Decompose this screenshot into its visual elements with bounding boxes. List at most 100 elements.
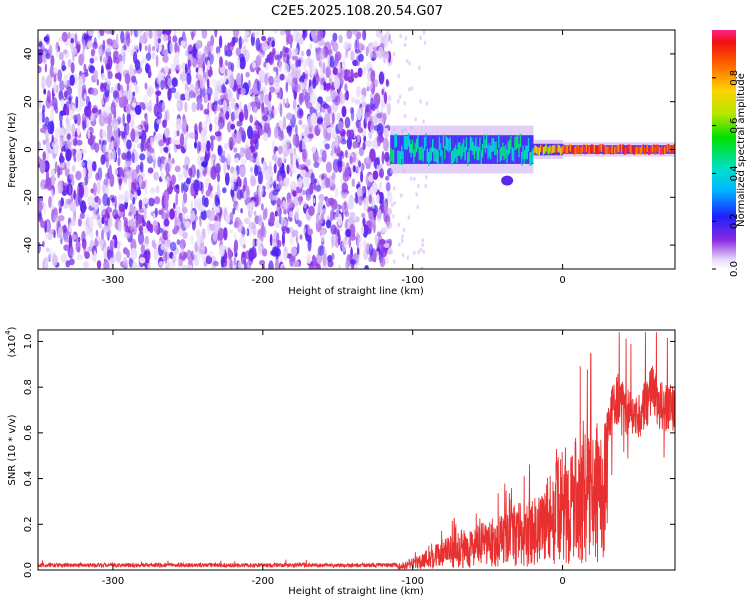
heatmap-cell [343,53,347,60]
heatmap-cell [371,139,378,148]
heatmap-cell [218,116,225,130]
heatmap-cell [533,147,535,155]
heatmap-cell [241,251,246,258]
heatmap-cell [337,213,343,226]
heatmap-cell [252,225,257,236]
heatmap-cell [76,139,83,146]
heatmap-cell [57,226,64,240]
heatmap-cell [622,144,624,152]
heatmap-cell [298,140,303,153]
heatmap-cell [66,199,72,205]
heatmap-cell [561,146,564,154]
heatmap-cell [68,222,73,230]
heatmap-cell [322,103,329,109]
heatmap-cell [455,144,457,159]
heatmap-cell [239,165,246,177]
heatmap-cell [416,204,420,210]
heatmap-cell [368,243,374,257]
heatmap-cell [308,235,312,245]
heatmap-cell [508,139,511,154]
heatmap-cell [591,144,593,152]
heatmap-cell [381,150,385,165]
heatmap-cell [422,249,426,255]
heatmap-cell [131,152,135,163]
heatmap-cell [414,117,418,122]
heatmap-cell [162,230,169,241]
heatmap-cell [392,214,395,219]
heatmap-cell [156,42,163,53]
heatmap-cell [492,138,495,152]
heatmap-cell [97,109,102,115]
heatmap-cell [324,48,329,57]
heatmap-cell [267,36,272,43]
heatmap-cell [334,51,342,62]
heatmap-cell [189,90,195,99]
heatmap-cell [73,137,78,147]
heatmap-cell [230,188,235,197]
heatmap-cell [139,176,142,188]
heatmap-cell [58,215,65,222]
heatmap-cell [110,86,115,94]
heatmap-cell [192,45,197,59]
heatmap-cell [461,143,464,157]
heatmap-cell [41,109,45,124]
heatmap-cell [126,112,131,124]
heatmap-cell [415,192,419,197]
heatmap-cell [353,72,359,79]
heatmap-cell [163,218,170,227]
heatmap-cell [187,59,191,70]
heatmap-cell [297,220,302,228]
heatmap-cell [134,59,141,71]
heatmap-cell [254,165,262,175]
heatmap-cell [176,102,180,109]
heatmap-cell [137,213,142,225]
spectrogram-y-axis-label: Frequency (Hz) [7,112,18,188]
heatmap-cell [410,143,413,158]
heatmap-cell [453,148,456,162]
heatmap-cell [182,206,188,214]
heatmap-cell [255,124,262,131]
spectrogram-x-ticks: -300 -200 -100 0 [102,30,566,286]
heatmap-cell [276,175,279,182]
heatmap-cell [81,230,86,243]
heatmap-cell [215,105,222,112]
heatmap-cell [164,251,168,264]
heatmap-cell [515,136,518,150]
heatmap-cell [428,152,430,166]
heatmap-cell [357,127,364,134]
heatmap-cell [319,47,326,60]
heatmap-cell [48,248,53,261]
heatmap-cell [53,142,59,155]
heatmap-cell [82,39,86,52]
heatmap-cell [503,146,506,161]
heatmap-cell [629,144,631,153]
heatmap-cell [96,235,101,241]
heatmap-cell [280,130,284,139]
heatmap-cell [580,146,582,155]
heatmap-cell [63,244,70,251]
heatmap-cell [281,226,288,232]
heatmap-cell [292,190,297,197]
heatmap-cell [169,241,177,252]
heatmap-cell [394,134,396,148]
heatmap-cell [73,148,77,163]
heatmap-cell [616,145,619,153]
heatmap-cell [475,137,477,152]
heatmap-cell [490,145,492,160]
heatmap-cell [579,146,581,154]
heatmap-cell [144,264,148,269]
heatmap-cell [103,178,109,186]
heatmap-cell [127,89,133,102]
heatmap-cell [254,31,260,37]
heatmap-cell [417,183,420,189]
heatmap-cell [51,175,56,186]
heatmap-cell [542,147,545,155]
heatmap-cell [220,155,226,164]
heatmap-cell [358,53,364,62]
heatmap-cell [195,67,199,73]
heatmap-cell [144,82,148,90]
x-tick-label: -300 [102,576,125,587]
heatmap-cell [353,215,357,222]
heatmap-cell [316,212,320,225]
